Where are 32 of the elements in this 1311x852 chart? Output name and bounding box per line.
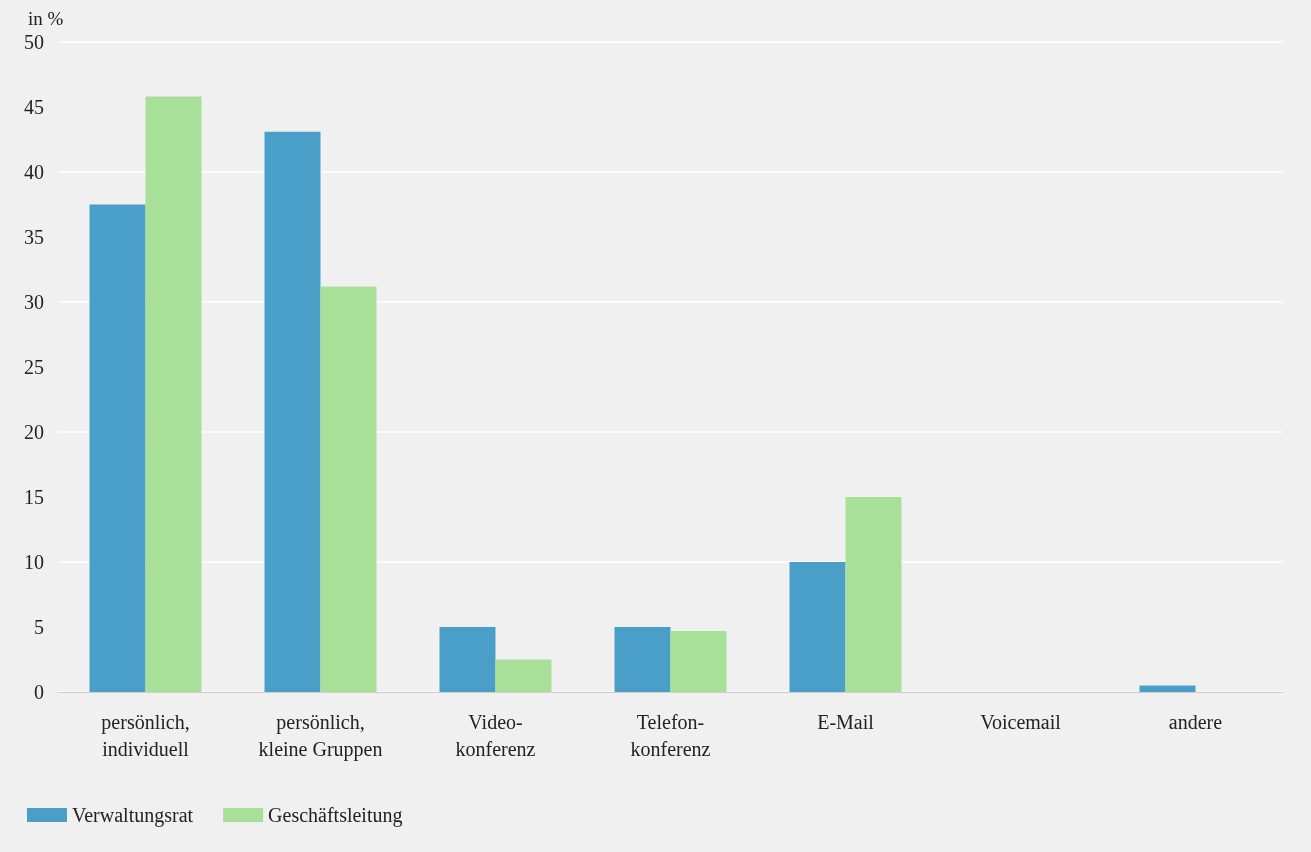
y-tick-label: 40: [24, 161, 44, 183]
y-tick-label: 10: [24, 551, 44, 573]
y-tick-label: 25: [24, 356, 44, 378]
bar: [789, 562, 846, 692]
legend-label: Geschäftsleitung: [268, 804, 403, 827]
x-tick-label: andere: [1168, 710, 1223, 733]
x-tick-label: Telefon- konferenz: [630, 710, 711, 760]
y-tick-label: 5: [34, 616, 44, 638]
bar: [495, 659, 552, 692]
y-tick-label: 0: [34, 681, 44, 703]
x-tick-label: persönlich, individuell: [101, 710, 190, 760]
y-tick-label: 30: [24, 291, 44, 313]
y-tick-label: 20: [24, 421, 44, 443]
bar: [670, 630, 727, 692]
bar: [1139, 685, 1196, 692]
bar: [145, 96, 202, 692]
y-tick-label: 15: [24, 486, 44, 508]
y-tick-label: 35: [24, 226, 44, 248]
x-tick-label: persönlich, kleine Gruppen: [258, 710, 383, 761]
y-axis-title: in %: [28, 8, 64, 29]
bar: [845, 497, 902, 692]
x-tick-label: Video- konferenz: [455, 710, 536, 760]
bar: [439, 627, 496, 692]
y-tick-label: 50: [24, 31, 44, 53]
bar: [264, 131, 321, 692]
y-tick-label: 45: [24, 96, 44, 118]
legend-label: Verwaltungsrat: [72, 804, 194, 827]
x-tick-label: E-Mail: [817, 710, 875, 733]
bar: [89, 204, 146, 692]
bar: [320, 286, 377, 692]
bar: [614, 627, 671, 692]
x-tick-label: Voicemail: [980, 710, 1062, 733]
